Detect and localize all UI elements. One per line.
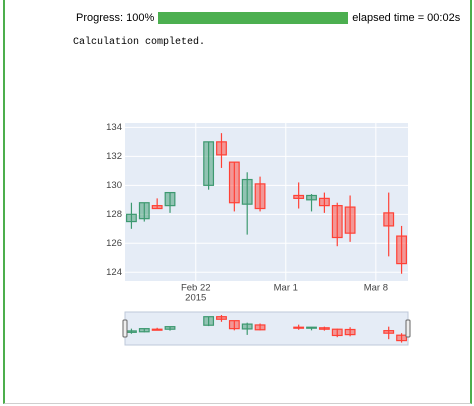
y-tick-label: 124 (106, 267, 122, 278)
candle-body (216, 141, 227, 156)
progress-label: Progress: 100% (76, 12, 155, 24)
slider-candle-body (331, 328, 343, 337)
candle-body (344, 206, 356, 234)
range-handle (405, 319, 411, 338)
candle-body (228, 161, 240, 204)
candle-body (318, 197, 330, 207)
candle-body (126, 213, 137, 223)
y-tick-label: 128 (106, 209, 122, 220)
x-tick-label: Feb 22 (181, 283, 211, 294)
slider-candle-body (254, 324, 266, 331)
candle-body (396, 235, 407, 265)
slider-candle-body (318, 327, 330, 330)
slider-candle-body (383, 330, 395, 334)
candle-body (164, 191, 176, 207)
output-frame (3, 0, 472, 404)
slider-candle-body (138, 328, 150, 333)
candle-body (331, 205, 343, 239)
elapsed-time: elapsed time = 00:02s (352, 12, 461, 24)
candle-body (203, 141, 215, 186)
x-tick-label: Mar 1 (274, 283, 298, 294)
y-tick-label: 130 (106, 180, 122, 191)
slider-candle-body (216, 316, 227, 320)
candle-body (306, 194, 317, 201)
slider-candle-body (203, 316, 215, 326)
slider-candle-body (164, 326, 176, 330)
slider-candle-body (228, 320, 240, 330)
y-tick-label: 134 (106, 122, 122, 133)
slider-candle-body (126, 330, 137, 333)
candle-body (383, 212, 395, 227)
progress-track (158, 12, 349, 24)
candle-body (254, 183, 266, 210)
x-tick-label: 2015 (185, 293, 206, 304)
y-tick-label: 132 (106, 151, 122, 162)
slider-candle-body (293, 326, 305, 329)
progress-bar (158, 12, 349, 24)
slider-candle-body (344, 328, 356, 336)
slider-candle-body (306, 326, 317, 329)
slider-candle-body (151, 328, 163, 331)
y-tick-label: 126 (106, 238, 122, 249)
candle-body (241, 178, 253, 205)
candle-body (138, 202, 150, 220)
slider-candle-body (396, 334, 407, 342)
x-tick-label: Mar 8 (364, 283, 388, 294)
candle-body (151, 205, 163, 210)
status-text: Calculation completed. (73, 37, 206, 48)
progress-row: Progress: 100% elapsed time = 00:02s (76, 10, 460, 26)
range-handle (122, 319, 128, 338)
candle-body (293, 194, 305, 199)
slider-candle-body (241, 323, 253, 330)
